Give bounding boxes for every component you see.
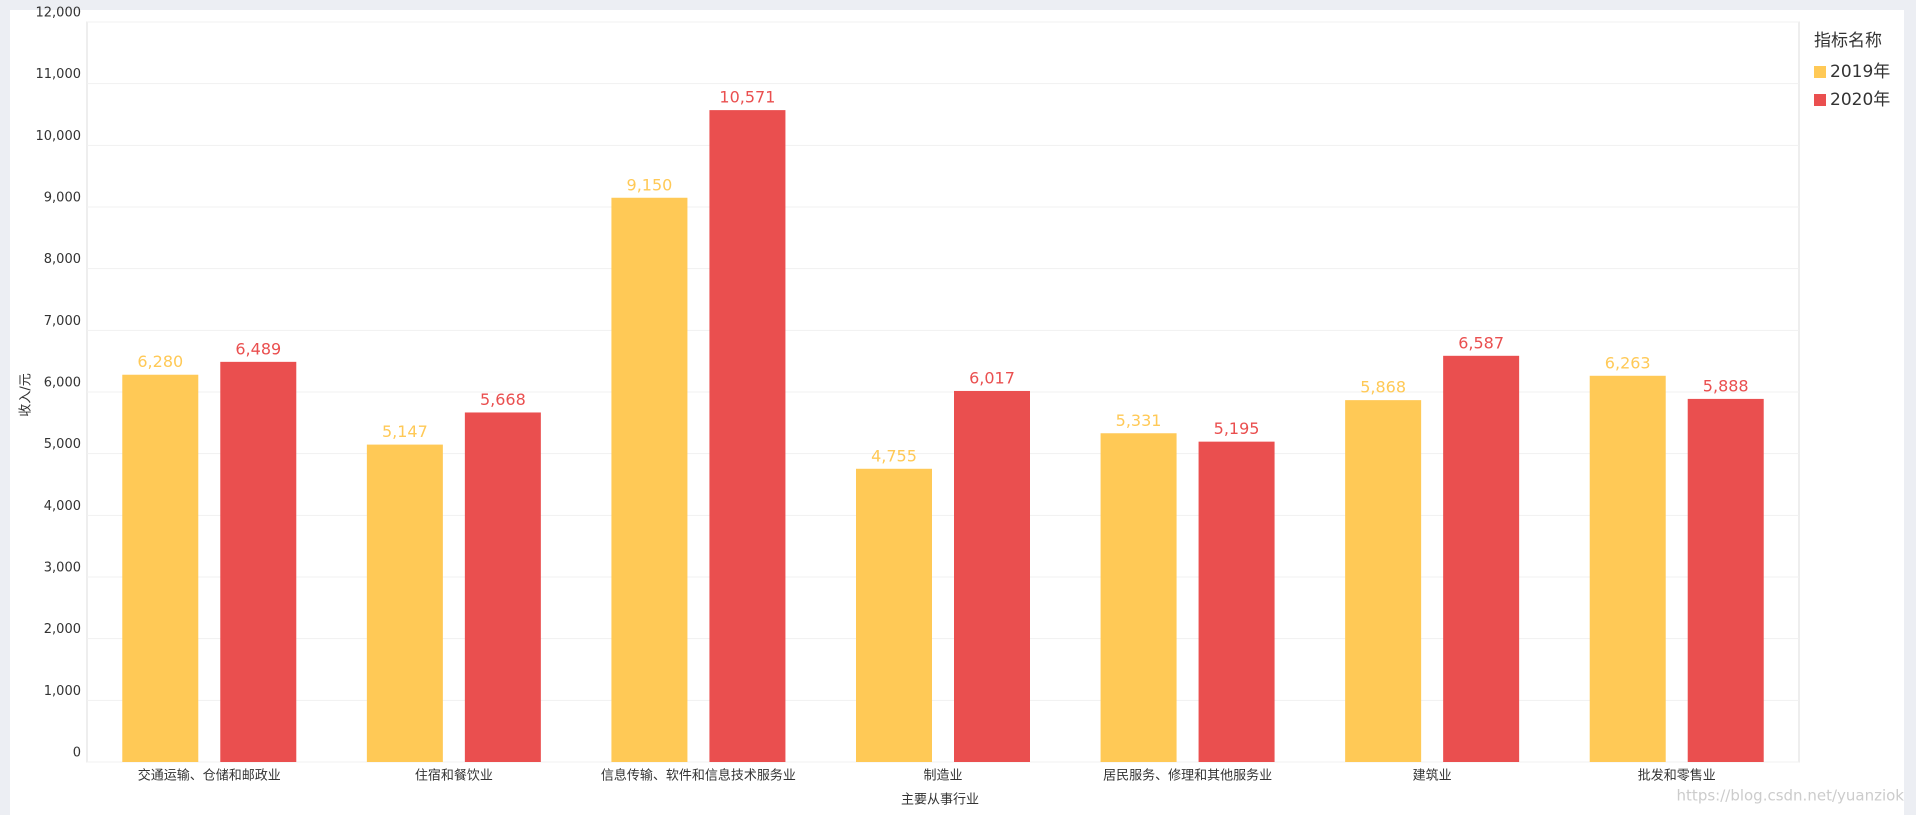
- bar: [1198, 441, 1275, 762]
- x-tick-label: 制造业: [923, 769, 962, 784]
- legend-label: 2019年: [1830, 62, 1890, 82]
- data-label: 5,868: [1360, 378, 1406, 397]
- data-label: 9,150: [627, 175, 673, 194]
- bar: [856, 468, 932, 762]
- data-label: 6,280: [137, 352, 183, 371]
- bar: [709, 110, 786, 763]
- y-tick-label: 4,000: [44, 499, 81, 514]
- x-tick-label: 建筑业: [1413, 768, 1452, 784]
- bar: [220, 361, 297, 762]
- bar: [954, 390, 1030, 762]
- x-tick-label: 住宿和餐饮业: [415, 768, 493, 784]
- bar: [1687, 398, 1764, 762]
- bar: [1443, 355, 1520, 762]
- data-label: 6,263: [1605, 353, 1651, 372]
- y-tick-label: 3,000: [44, 561, 81, 576]
- y-tick-label: 10,000: [36, 129, 82, 144]
- bar: [1345, 400, 1422, 762]
- y-tick-label: 9,000: [44, 191, 81, 206]
- data-label: 6,587: [1458, 333, 1504, 352]
- legend-title: 指标名称: [1814, 31, 1882, 51]
- data-label: 5,147: [382, 422, 428, 441]
- y-tick-label: 7,000: [44, 314, 81, 329]
- bar: [122, 374, 199, 762]
- data-label: 4,755: [871, 446, 917, 465]
- x-tick-label: 信息传输、软件和信息技术服务业: [601, 768, 796, 784]
- x-tick-label: 批发和零售业: [1638, 768, 1716, 784]
- legend-label: 2020年: [1830, 90, 1890, 110]
- y-tick-label: 12,000: [36, 6, 82, 21]
- y-tick-label: 1,000: [44, 684, 81, 699]
- bar: [1589, 375, 1666, 762]
- bar: [366, 444, 443, 762]
- bar: [464, 412, 541, 762]
- legend-swatch: [1814, 94, 1826, 106]
- x-tick-label: 居民服务、修理和其他服务业: [1103, 768, 1272, 784]
- y-tick-label: 2,000: [44, 622, 81, 637]
- watermark: https://blog.csdn.net/yuanziok: [1677, 787, 1905, 805]
- y-tick-label: 5,000: [44, 437, 81, 452]
- legend-swatch: [1814, 66, 1826, 78]
- data-label: 10,571: [719, 88, 775, 107]
- data-label: 6,017: [969, 368, 1015, 387]
- bar: [1100, 433, 1177, 762]
- y-tick-label: 6,000: [44, 376, 81, 391]
- y-tick-label: 11,000: [36, 67, 82, 82]
- y-tick-label: 0: [73, 746, 81, 761]
- x-axis-title: 主要从事行业: [901, 793, 979, 808]
- data-label: 5,888: [1703, 376, 1749, 395]
- data-label: 6,489: [235, 339, 281, 358]
- data-label: 5,668: [480, 390, 526, 409]
- y-tick-label: 8,000: [44, 252, 81, 267]
- bar: [611, 197, 688, 762]
- data-label: 5,331: [1116, 411, 1162, 430]
- data-label: 5,195: [1214, 419, 1260, 438]
- y-axis-title: 收入/元: [19, 373, 34, 416]
- x-tick-label: 交通运输、仓储和邮政业: [138, 768, 281, 784]
